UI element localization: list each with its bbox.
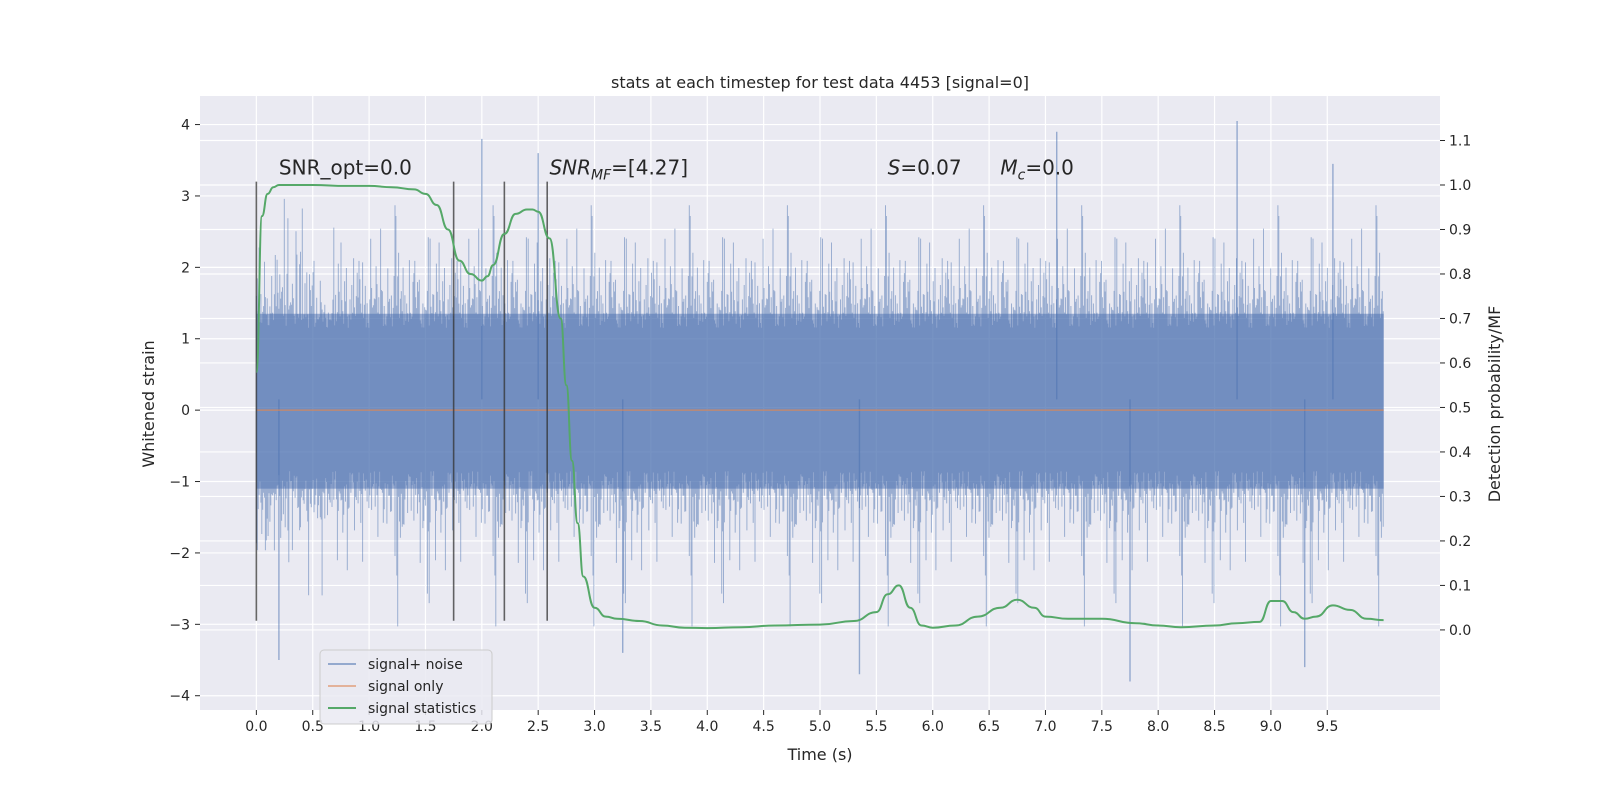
legend-label: signal only	[368, 679, 443, 695]
x-tick-label: 2.5	[527, 719, 549, 735]
y-axis-right-label: Detection probability/MF	[1485, 306, 1504, 503]
y-axis-left-label: Whitened strain	[139, 340, 158, 467]
annotation-text: Mc=0.0	[1000, 156, 1074, 184]
x-tick-label: 4.0	[696, 719, 718, 735]
y-right-tick-label: 1.0	[1449, 178, 1471, 194]
x-tick-label: 3.5	[640, 719, 662, 735]
annotation-text: S=0.07	[888, 156, 962, 180]
y-right-tick-label: 0.5	[1449, 400, 1471, 416]
y-left-tick-label: −1	[169, 475, 190, 491]
annotation-text: SNRMF=[4.27]	[549, 156, 688, 184]
x-tick-label: 4.5	[753, 719, 775, 735]
x-tick-label: 0.0	[245, 719, 267, 735]
legend: signal+ noise signal only signal statistic…	[319, 649, 493, 725]
y-right-tick-label: 0.3	[1449, 489, 1471, 505]
x-tick-label: 7.0	[1034, 719, 1056, 735]
y-right-tick-label: 0.2	[1449, 534, 1471, 550]
x-tick-label: 7.5	[1091, 719, 1113, 735]
x-tick-label: 9.5	[1316, 719, 1338, 735]
y-left-tick-label: 0	[181, 403, 190, 419]
y-left-tick-label: −2	[169, 546, 190, 562]
y-right-tick-label: 0.7	[1449, 311, 1471, 327]
y-right-tick-label: 0.0	[1449, 623, 1471, 639]
y-right-tick-label: 0.8	[1449, 267, 1471, 283]
y-left-tick-label: 1	[181, 332, 190, 348]
x-tick-label: 3.0	[583, 719, 605, 735]
data-layer	[255, 120, 1384, 682]
y-left-tick-label: 3	[181, 189, 190, 205]
x-tick-label: 6.5	[978, 719, 1000, 735]
x-tick-label: 5.5	[865, 719, 887, 735]
x-tick-label: 5.0	[809, 719, 831, 735]
signal-statistics-line	[255, 184, 1384, 630]
annotation-text: SNR_opt=0.0	[279, 156, 412, 180]
chart-title: stats at each timestep for test data 445…	[611, 73, 1029, 92]
x-tick-label: 0.5	[302, 719, 324, 735]
y-left-tick-label: 4	[181, 118, 190, 134]
y-left-tick-label: −4	[169, 689, 190, 705]
x-tick-label: 9.0	[1260, 719, 1282, 735]
annotations: SNR_opt=0.0 SNRMF=[4.27] S=0.07 Mc=0.0	[279, 156, 1074, 184]
y-right-tick-label: 0.4	[1449, 445, 1471, 461]
y-left-tick-label: 2	[181, 260, 190, 276]
legend-label: signal+ noise	[368, 657, 463, 673]
y-right-tick-label: 0.6	[1449, 356, 1471, 372]
y-right-tick-label: 0.1	[1449, 578, 1471, 594]
tick-labels: 0.0 0.5 1.0 1.5 2.0 2.5 3.0 3.5 4.0 4.5 5.0 5.5 6.0 6…	[169, 118, 1471, 735]
x-tick-label: 6.0	[922, 719, 944, 735]
y-left-tick-label: −3	[169, 617, 190, 633]
x-tick-label: 8.5	[1203, 719, 1225, 735]
y-right-tick-label: 0.9	[1449, 222, 1471, 238]
legend-box	[319, 649, 493, 725]
legend-label: signal statistics	[368, 701, 476, 717]
x-axis-label: Time (s)	[786, 745, 852, 764]
x-tick-label: 8.0	[1147, 719, 1169, 735]
y-right-tick-label: 1.1	[1449, 133, 1471, 149]
